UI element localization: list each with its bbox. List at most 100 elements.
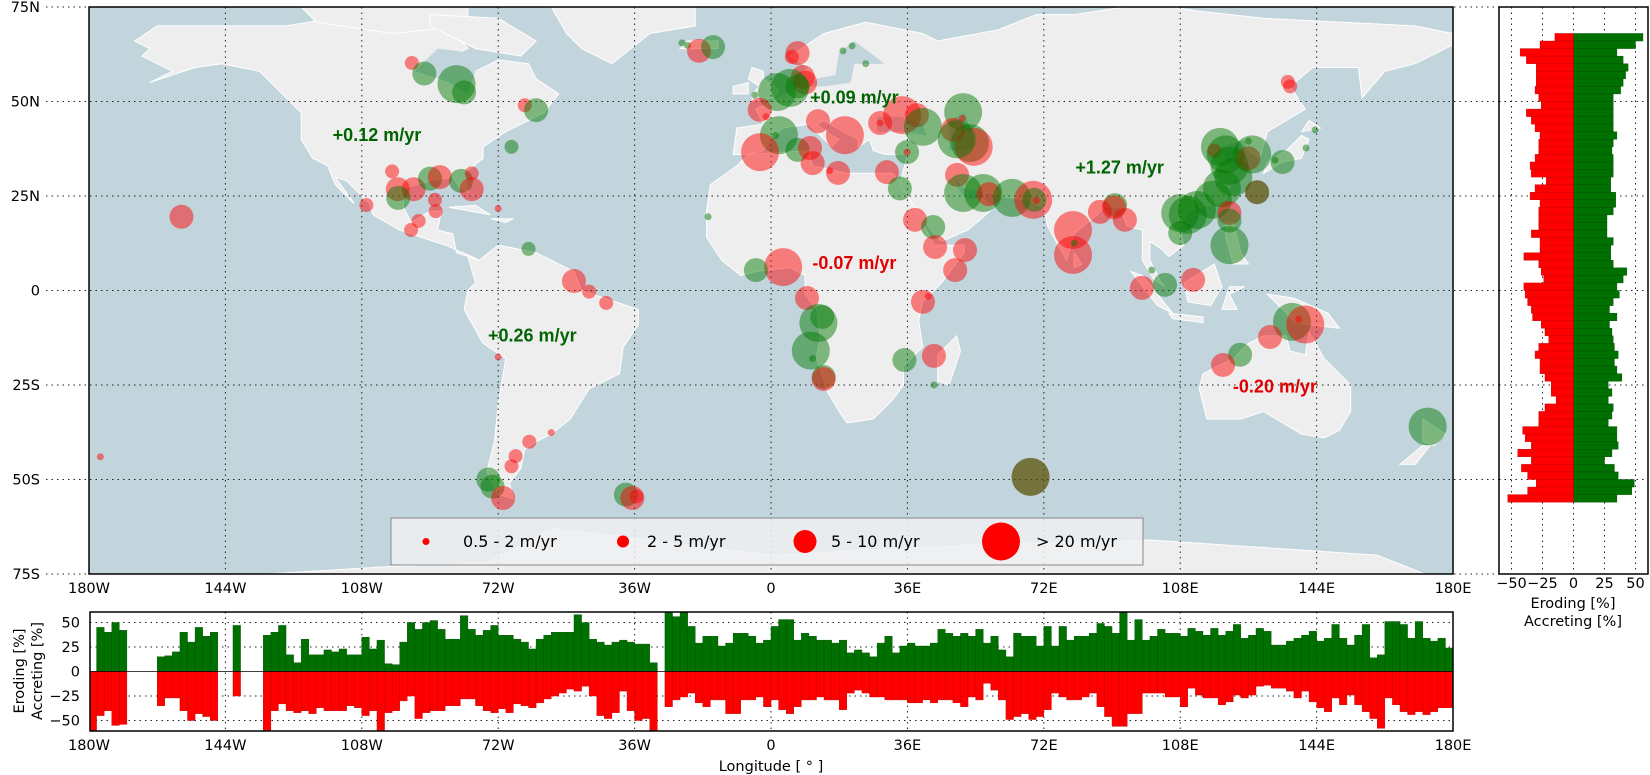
eroding-bubble <box>494 353 502 361</box>
eroding-bar <box>520 671 529 706</box>
accreting-bar <box>1573 411 1613 420</box>
accreting-bar <box>323 649 332 672</box>
accreting-bar <box>626 641 635 672</box>
accreting-bar <box>1573 388 1613 397</box>
eroding-bubble <box>954 127 993 166</box>
accreting-bar <box>429 620 438 672</box>
eroding-bar <box>831 671 840 701</box>
accreting-bubble <box>1228 342 1253 367</box>
accreting-bar <box>839 639 847 672</box>
eroding-bubble <box>1211 352 1236 377</box>
eroding-bar <box>194 671 203 714</box>
eroding-bar <box>876 671 885 698</box>
accreting-bar <box>816 639 825 672</box>
eroding-bubble <box>904 103 929 128</box>
map-lon-tick-label: 180E <box>1435 581 1472 597</box>
eroding-bar <box>770 671 779 701</box>
eroding-bubble <box>359 198 374 213</box>
accreting-bar <box>1392 621 1401 672</box>
accreting-bar <box>1126 639 1135 672</box>
legend-marker <box>422 538 430 545</box>
eroding-bar <box>1210 671 1219 699</box>
eroding-bar <box>422 671 431 713</box>
eroding-bubble <box>785 41 810 66</box>
accreting-bar <box>1210 628 1219 672</box>
accreting-bar <box>1028 636 1037 672</box>
eroding-bubble <box>491 486 516 511</box>
accreting-bar <box>202 636 211 672</box>
accreting-bar <box>1248 635 1257 672</box>
accreting-bar <box>983 642 991 672</box>
eroding-bar <box>793 671 802 707</box>
eroding-bar <box>1539 365 1574 374</box>
accreting-bubble <box>809 355 817 363</box>
eroding-bar <box>672 671 681 701</box>
accreting-bar <box>1119 612 1128 672</box>
eroding-bar <box>1134 671 1143 714</box>
accreting-bar <box>1573 290 1620 299</box>
accreting-bubble <box>937 120 976 159</box>
accreting-bar <box>922 645 931 672</box>
eroding-bar <box>1521 464 1574 473</box>
accreting-bar <box>444 638 453 672</box>
accreting-bubble <box>1161 194 1200 233</box>
eroding-bar <box>634 671 643 721</box>
accreting-bar <box>1020 636 1029 672</box>
accreting-bar <box>1301 635 1310 672</box>
map-lat-tick-label: 0 <box>31 284 40 300</box>
map-lon-tick-label: 108E <box>1162 581 1199 597</box>
eroding-bar <box>475 671 484 706</box>
accreting-bubble <box>785 137 810 162</box>
accreting-bar <box>1573 146 1613 155</box>
accreting-bar <box>892 652 901 672</box>
accreting-bar <box>1573 161 1614 170</box>
eroding-bar <box>975 671 984 701</box>
eroding-bar <box>1536 63 1574 72</box>
accreting-bar <box>1217 635 1226 672</box>
eroding-bar <box>179 671 188 711</box>
accreting-bubble <box>1302 144 1310 152</box>
hist-x-tick-label: 72W <box>482 738 515 754</box>
eroding-bar <box>1541 101 1574 110</box>
eroding-bubble <box>404 223 419 238</box>
accreting-bar <box>1422 637 1431 672</box>
legend-marker <box>982 522 1020 561</box>
map-lat-tick-label: 25S <box>12 378 40 394</box>
accreting-bar <box>1308 631 1317 672</box>
eroding-bubble <box>582 284 597 299</box>
accreting-bar <box>437 629 446 672</box>
eroding-bar <box>1531 441 1574 450</box>
accreting-bubble <box>1022 187 1047 212</box>
eroding-bar <box>1020 671 1029 714</box>
eroding-bubble <box>1181 267 1206 292</box>
eroding-bar <box>1164 671 1173 698</box>
eroding-bar <box>407 671 416 697</box>
hist-x-tick-label: 72E <box>1030 738 1058 754</box>
eroding-bar <box>1544 403 1574 412</box>
eroding-bar <box>270 671 279 711</box>
eroding-bar <box>695 671 704 704</box>
accreting-bar <box>604 644 613 672</box>
accreting-bar <box>1573 237 1614 246</box>
legend-marker <box>793 530 817 553</box>
accreting-bar <box>1339 637 1348 672</box>
water-black-sea <box>877 116 927 136</box>
hist-x-tick-label: −50 <box>1496 576 1527 592</box>
hist-y-tick-label: 25 <box>62 640 80 656</box>
accreting-bubble <box>386 185 411 210</box>
eroding-bar <box>581 671 590 687</box>
eroding-bar <box>467 671 476 700</box>
accreting-bar <box>899 645 908 672</box>
accreting-bubble <box>1201 127 1240 166</box>
eroding-bar <box>482 671 491 711</box>
eroding-bar <box>945 671 954 701</box>
accreting-bubble <box>452 80 477 105</box>
eroding-bubble <box>976 182 1001 207</box>
accreting-bar <box>808 636 817 672</box>
land-africa <box>706 150 965 424</box>
accreting-bar <box>1573 252 1611 261</box>
accreting-bar <box>687 626 696 672</box>
eroding-bubble <box>1087 199 1112 224</box>
accreting-bar <box>119 630 128 672</box>
land-java <box>1167 312 1204 324</box>
